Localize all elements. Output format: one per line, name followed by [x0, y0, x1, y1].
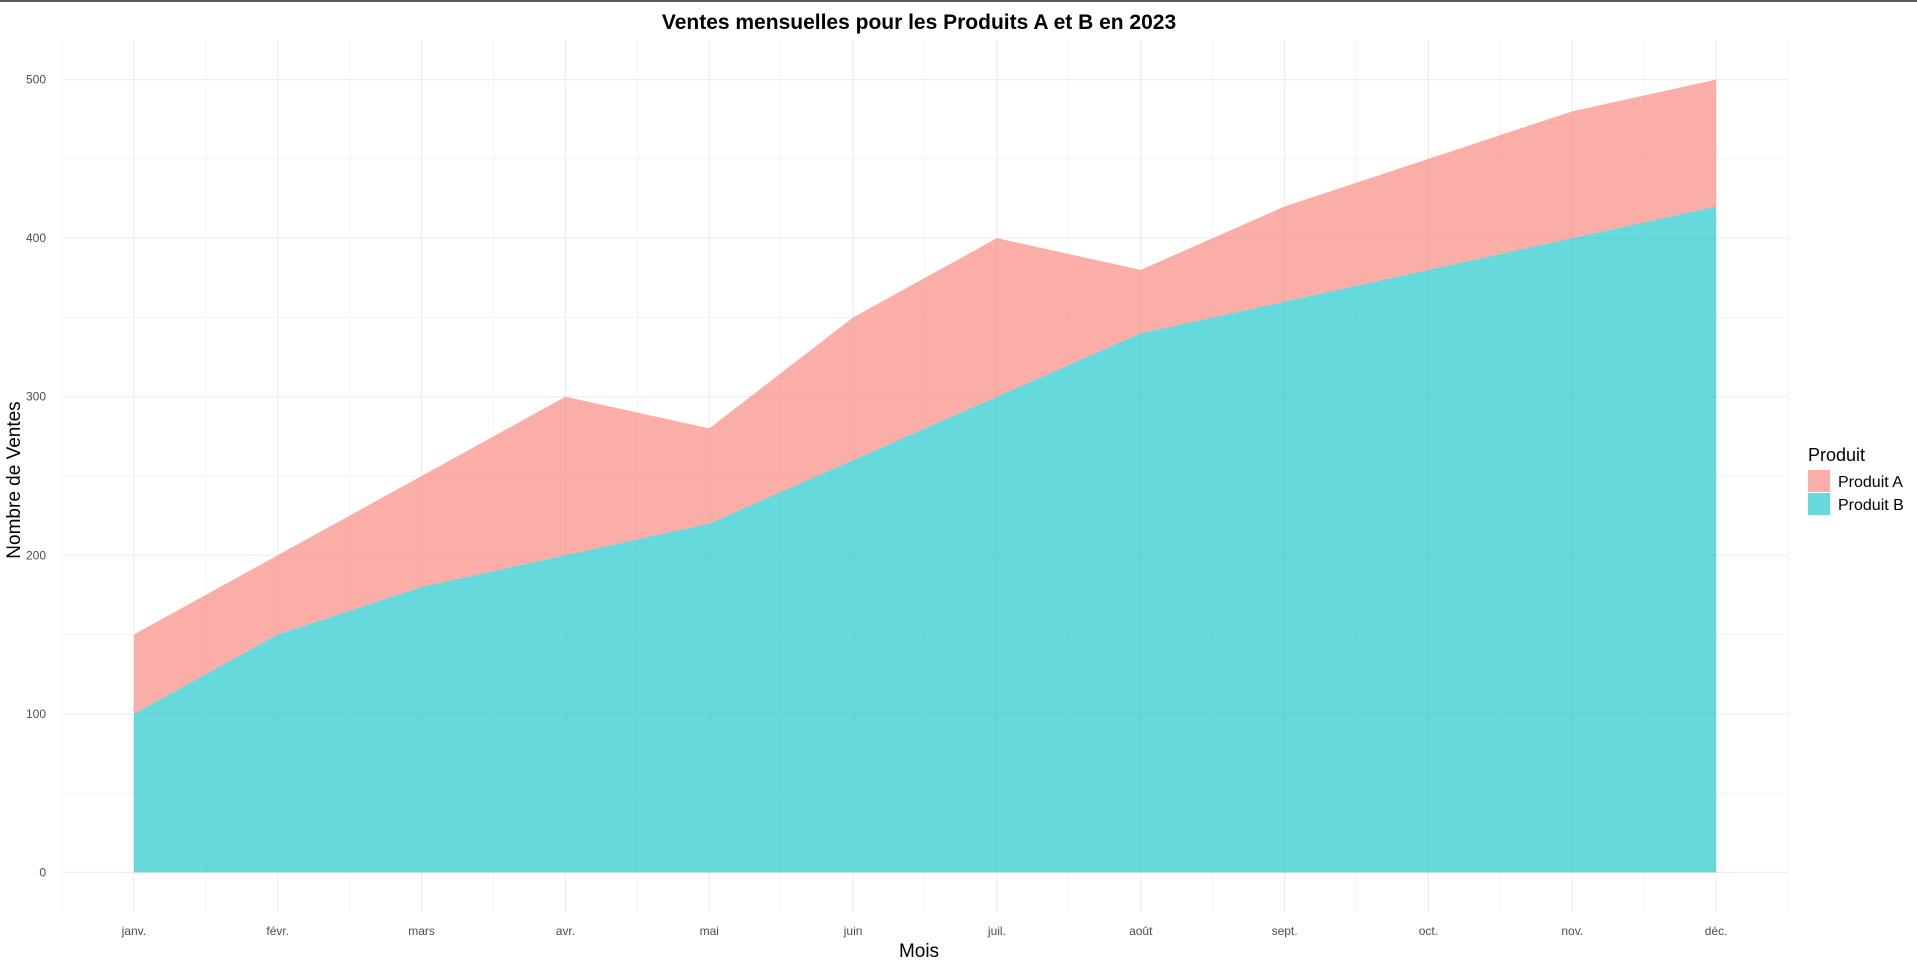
y-tick-label: 0: [39, 865, 46, 879]
x-tick-label: avr.: [556, 924, 575, 938]
x-tick-label: juil.: [987, 924, 1006, 938]
legend-title: Produit: [1808, 445, 1865, 465]
area-produit-a: [133, 79, 1717, 714]
y-tick-label: 500: [26, 73, 46, 87]
x-tick-label: oct.: [1419, 924, 1438, 938]
legend-swatch-produit-a: [1808, 470, 1830, 492]
window-top-border: [0, 0, 1917, 2]
x-tick-label: mars: [408, 924, 435, 938]
x-tick-label: sept.: [1272, 924, 1298, 938]
x-tick-label: août: [1129, 924, 1153, 938]
legend: Produit Produit A Produit B: [1808, 445, 1904, 515]
y-tick-label: 200: [26, 548, 46, 562]
x-tick-label: nov.: [1561, 924, 1583, 938]
y-tick-label: 300: [26, 390, 46, 404]
plot-areas: [133, 79, 1717, 873]
legend-label-produit-a: Produit A: [1838, 474, 1903, 491]
chart-title: Ventes mensuelles pour les Produits A et…: [662, 11, 1176, 34]
x-tick-label: mai: [700, 924, 719, 938]
x-tick-label: déc.: [1705, 924, 1728, 938]
y-axis-ticks: 0 100 200 300 400 500: [26, 73, 46, 880]
x-tick-label: juin: [843, 924, 863, 938]
x-tick-label: févr.: [266, 924, 289, 938]
x-tick-label: janv.: [121, 924, 146, 938]
x-axis-ticks: janv. févr. mars avr. mai juin juil. août sept. o…: [121, 924, 1728, 938]
y-tick-label: 400: [26, 231, 46, 245]
legend-label-produit-b: Produit B: [1838, 497, 1904, 514]
y-axis-title: Nombre de Ventes: [4, 401, 25, 558]
legend-swatch-produit-b: [1808, 493, 1830, 515]
y-tick-label: 100: [26, 707, 46, 721]
area-produit-b: [133, 206, 1717, 873]
x-axis-title: Mois: [899, 941, 939, 961]
